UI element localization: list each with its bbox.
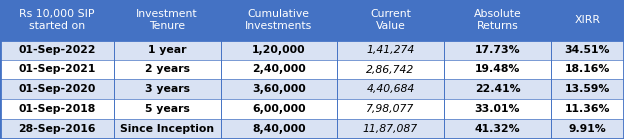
Bar (221, 99, 337, 119)
Text: 4,40,684: 4,40,684 (366, 84, 414, 94)
Bar (221, 0, 337, 40)
Bar (0, 119, 114, 139)
Bar (114, 119, 221, 139)
Text: 13.59%: 13.59% (565, 84, 610, 94)
Text: Investment
Tenure: Investment Tenure (137, 9, 198, 31)
Text: XIRR: XIRR (575, 15, 600, 25)
Text: 7,98,077: 7,98,077 (366, 104, 414, 114)
Bar (114, 99, 221, 119)
Bar (0, 79, 114, 99)
Text: 3,60,000: 3,60,000 (252, 84, 306, 94)
Text: 34.51%: 34.51% (565, 45, 610, 55)
Bar (114, 60, 221, 79)
Text: 2,40,000: 2,40,000 (252, 64, 306, 75)
Text: 11.36%: 11.36% (565, 104, 610, 114)
Bar (0, 0, 114, 40)
Bar (444, 79, 551, 99)
Text: 2,86,742: 2,86,742 (366, 64, 414, 75)
Bar (221, 119, 337, 139)
Bar (0, 40, 114, 60)
Text: 18.16%: 18.16% (565, 64, 610, 75)
Bar (551, 119, 624, 139)
Text: 6,00,000: 6,00,000 (252, 104, 306, 114)
Text: 22.41%: 22.41% (475, 84, 520, 94)
Text: 2 years: 2 years (145, 64, 190, 75)
Bar (337, 40, 444, 60)
Bar (444, 99, 551, 119)
Bar (221, 40, 337, 60)
Bar (0, 99, 114, 119)
Text: 11,87,087: 11,87,087 (363, 124, 418, 134)
Bar (0, 60, 114, 79)
Bar (337, 0, 444, 40)
Text: 01-Sep-2022: 01-Sep-2022 (18, 45, 95, 55)
Bar (551, 60, 624, 79)
Text: 19.48%: 19.48% (475, 64, 520, 75)
Bar (444, 40, 551, 60)
Bar (551, 40, 624, 60)
Text: 9.91%: 9.91% (568, 124, 607, 134)
Text: 01-Sep-2021: 01-Sep-2021 (18, 64, 95, 75)
Bar (337, 60, 444, 79)
Text: Current
Value: Current Value (370, 9, 411, 31)
Text: 33.01%: 33.01% (475, 104, 520, 114)
Bar (114, 40, 221, 60)
Text: 1,20,000: 1,20,000 (252, 45, 306, 55)
Bar (551, 99, 624, 119)
Bar (551, 79, 624, 99)
Bar (551, 0, 624, 40)
Bar (114, 0, 221, 40)
Bar (337, 119, 444, 139)
Bar (337, 99, 444, 119)
Bar (221, 60, 337, 79)
Bar (444, 0, 551, 40)
Text: 1 year: 1 year (148, 45, 187, 55)
Text: Absolute
Returns: Absolute Returns (474, 9, 521, 31)
Text: 5 years: 5 years (145, 104, 190, 114)
Bar (221, 79, 337, 99)
Text: 01-Sep-2018: 01-Sep-2018 (18, 104, 95, 114)
Bar (114, 79, 221, 99)
Text: Since Inception: Since Inception (120, 124, 214, 134)
Text: Rs 10,000 SIP
started on: Rs 10,000 SIP started on (19, 9, 95, 31)
Text: 3 years: 3 years (145, 84, 190, 94)
Text: 41.32%: 41.32% (475, 124, 520, 134)
Text: 8,40,000: 8,40,000 (252, 124, 306, 134)
Bar (444, 119, 551, 139)
Bar (337, 79, 444, 99)
Text: 28-Sep-2016: 28-Sep-2016 (18, 124, 95, 134)
Text: 01-Sep-2020: 01-Sep-2020 (18, 84, 95, 94)
Text: 1,41,274: 1,41,274 (366, 45, 414, 55)
Bar (444, 60, 551, 79)
Text: 17.73%: 17.73% (475, 45, 520, 55)
Text: Cumulative
Investments: Cumulative Investments (245, 9, 313, 31)
